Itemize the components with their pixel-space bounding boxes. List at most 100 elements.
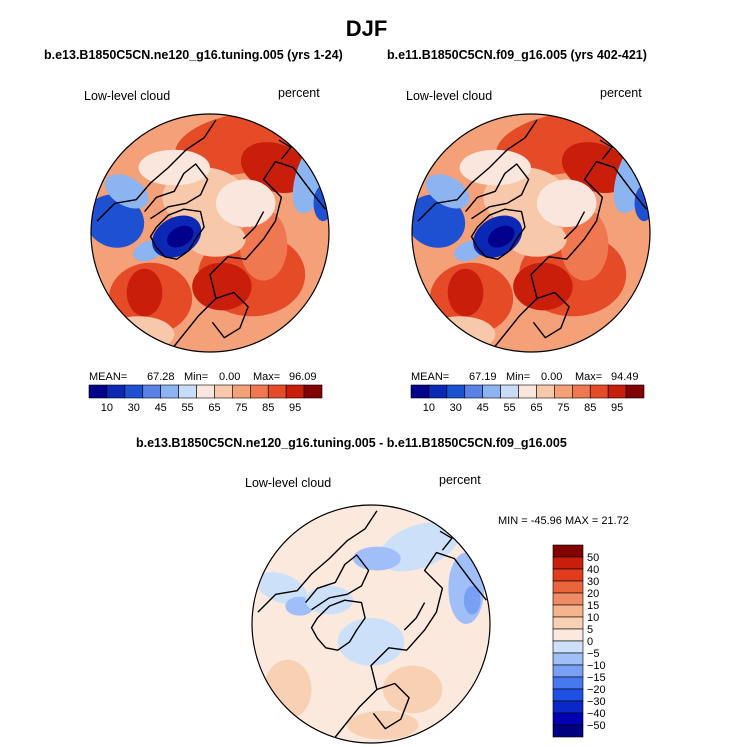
coastline-3-2: [257, 510, 378, 613]
map-field-1: [91, 114, 329, 352]
coastline-3-6: [439, 530, 453, 551]
colorbar-2-cell: [500, 384, 519, 399]
colorbar-2-tick: 10: [423, 402, 435, 414]
colorbar-2-tick: 55: [503, 402, 515, 414]
colorbar-2-tick: 75: [557, 402, 569, 414]
panel2-min-label: Min=: [506, 371, 531, 383]
panel3-minmax-text: MIN = -45.96 MAX = 21.72: [498, 515, 629, 527]
panel1-left-label: Low-level cloud: [84, 89, 171, 103]
coastline-3-1: [305, 554, 370, 611]
colorbar-2-tick: 85: [584, 402, 596, 414]
coastline-3-5: [403, 602, 426, 631]
colorbar-1-tick: 65: [208, 402, 220, 414]
panel1-mean-value: 67.28: [147, 371, 175, 383]
coastline-3-4: [372, 682, 410, 730]
coastline-1-0: [149, 208, 205, 260]
colorbar-3-tick: −30: [587, 696, 606, 708]
colorbar-1-tick: 95: [289, 402, 301, 414]
coastline-1-2: [96, 119, 217, 222]
colorbar-3-cell: [552, 592, 584, 606]
coastline-3-3: [334, 551, 487, 738]
colorbar-2-cell: [572, 384, 591, 399]
panel1-title: b.e13.B1850C5CN.ne120_g16.tuning.005 (yr…: [44, 48, 343, 62]
colorbar-2-cell: [607, 384, 627, 399]
map-frame-1: [90, 113, 330, 353]
coastline-2-5: [563, 211, 586, 240]
panel1-max-label: Max=: [253, 371, 281, 383]
colorbar-3-tick: 20: [587, 588, 599, 600]
colorbar-3-tick: −10: [587, 660, 606, 672]
colorbar-2-cell: [410, 384, 430, 399]
colorbar-3-cell: [552, 676, 584, 690]
coastline-2-1: [465, 163, 530, 220]
colorbar-3-tick: 10: [587, 612, 599, 624]
colorbar-1-cell: [250, 384, 269, 399]
colorbar-2-cell: [589, 384, 609, 399]
colorbar-2-cell: [536, 384, 555, 399]
panel1-units-label: percent: [278, 86, 320, 100]
colorbar-1-cell: [196, 384, 215, 399]
coastline-2-6: [599, 139, 613, 160]
colorbar-3-cell: [552, 556, 584, 570]
panel3-left-label: Low-level cloud: [245, 476, 332, 490]
coastline-2-2: [417, 119, 538, 222]
colorbar-1-cell: [232, 384, 251, 399]
panel2-min-value: 0.00: [541, 371, 563, 383]
colorbar-1-cell: [214, 384, 233, 399]
panel2-mean-value: 67.19: [469, 371, 497, 383]
coastline-1-6: [278, 139, 292, 160]
colorbar-3-cell: [552, 628, 584, 642]
coastline-1-5: [242, 211, 265, 240]
panel1-min-label: Min=: [184, 371, 209, 383]
coastline-2-0: [470, 208, 526, 260]
panel2-max-label: Max=: [575, 371, 603, 383]
map-frame-3: [251, 504, 491, 744]
colorbar-2-tick: 65: [530, 402, 542, 414]
colorbar-1-cell: [285, 384, 305, 399]
colorbar-1-tick: 55: [181, 402, 193, 414]
colorbar-3-tick: −20: [587, 684, 606, 696]
map-field-2: [412, 114, 650, 352]
colorbar-3-tick: −40: [587, 708, 606, 720]
colorbar-3-cell: [552, 640, 584, 654]
colorbar-2-tick: 45: [477, 402, 489, 414]
colorbar-1-cell: [178, 384, 197, 399]
panel2-max-value: 94.49: [611, 371, 639, 383]
colorbar-3-cell: [552, 688, 584, 702]
colorbar-3-cell: [552, 712, 584, 726]
panel2-left-label: Low-level cloud: [406, 89, 493, 103]
colorbar-2-cell: [446, 384, 466, 399]
panel3-units-label: percent: [439, 473, 481, 487]
panel2-units-label: percent: [600, 86, 642, 100]
colorbar-3-tick: −50: [587, 720, 606, 732]
colorbar-3-cell: [552, 616, 584, 630]
coastline-1-1: [144, 163, 209, 220]
colorbar-3-tick: 40: [587, 564, 599, 576]
colorbar-2-cell: [428, 384, 448, 399]
colorbar-1-tick: 75: [235, 402, 247, 414]
colorbar-3-cell: [552, 604, 584, 618]
colorbar-2-tick: 30: [450, 402, 462, 414]
colorbar-3-cell: [552, 544, 584, 558]
colorbar-2-cell: [464, 384, 483, 399]
colorbar-3-tick: −15: [587, 672, 606, 684]
colorbar-1-cell: [267, 384, 287, 399]
colorbar-2-tick: 95: [611, 402, 623, 414]
panel1-max-value: 96.09: [289, 371, 317, 383]
colorbar-2-cell: [482, 384, 501, 399]
colorbar-3-tick: −5: [587, 648, 600, 660]
colorbar-3-cell: [552, 724, 584, 738]
colorbar-1-tick: 10: [101, 402, 113, 414]
colorbar-1-cell: [124, 384, 144, 399]
colorbar-3-cell: [552, 580, 584, 594]
map-field-3: [252, 505, 490, 743]
colorbar-3-tick: 30: [587, 576, 599, 588]
colorbar-2-cell: [518, 384, 537, 399]
colorbar-2-cell: [554, 384, 573, 399]
colorbar-3-cell: [552, 652, 584, 666]
figure-title: DJF: [345, 16, 388, 41]
colorbar-3-cell: [552, 700, 584, 714]
colorbar-3-tick: 0: [587, 636, 593, 648]
colorbar-1-tick: 30: [128, 402, 140, 414]
